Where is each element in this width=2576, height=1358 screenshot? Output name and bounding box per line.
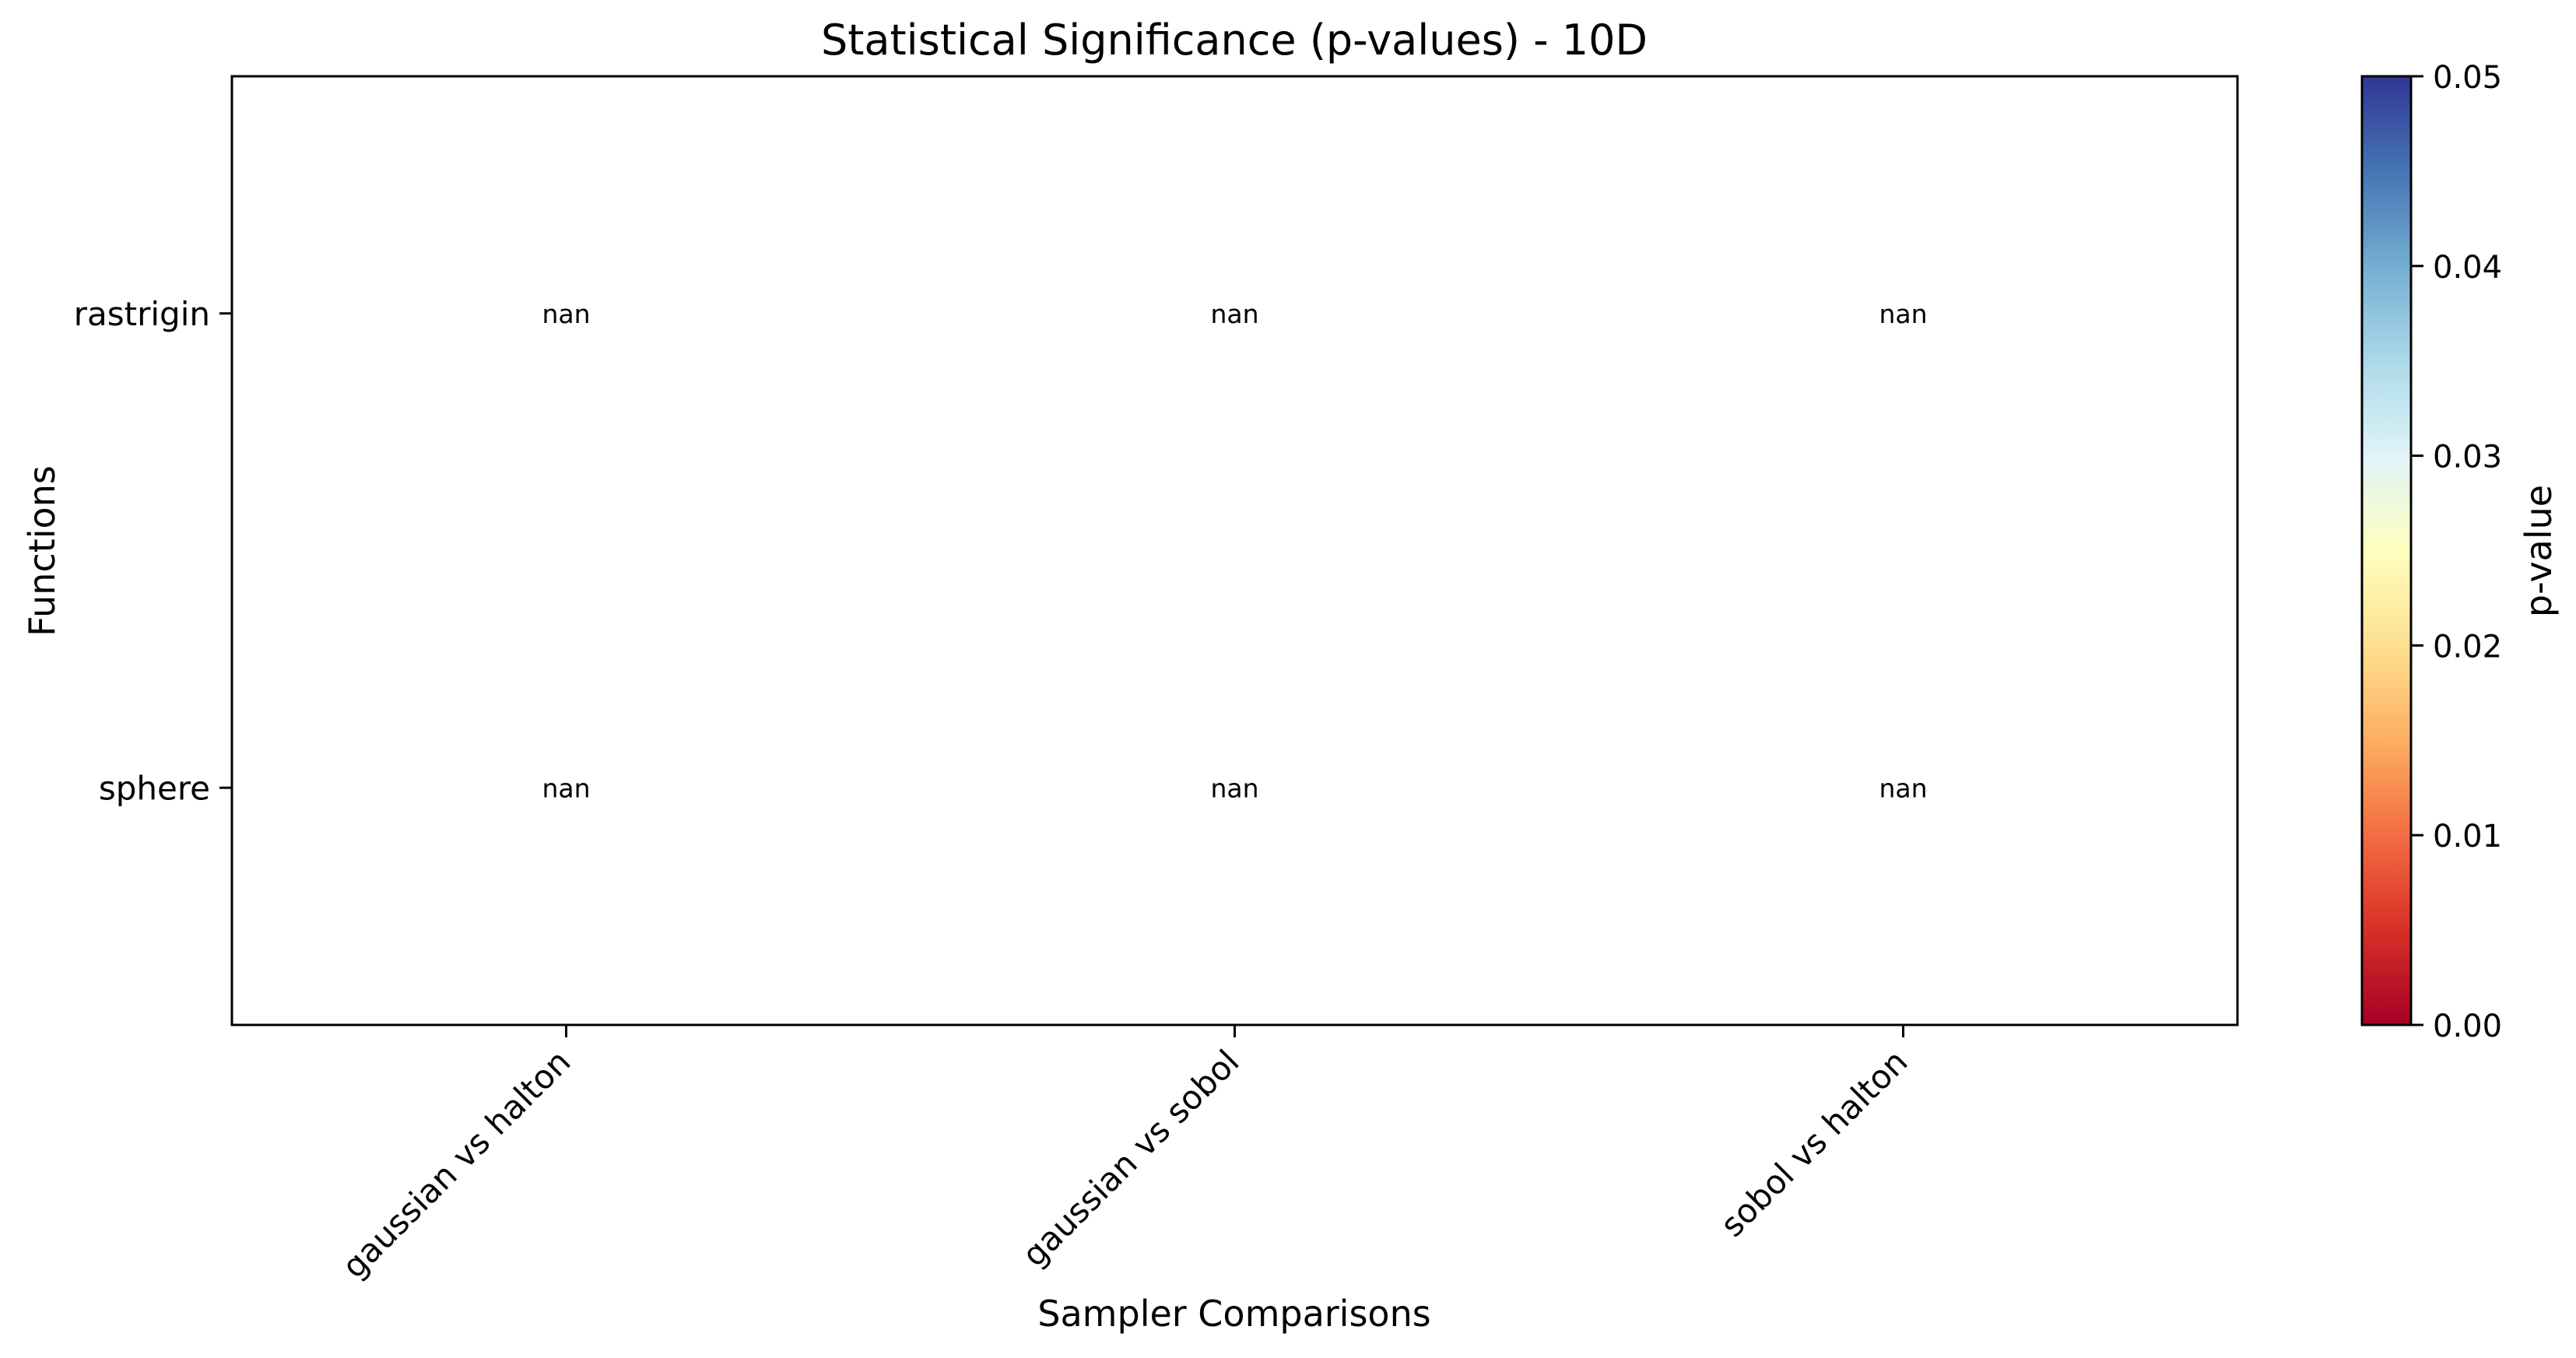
- cell-value-label: nan: [1210, 299, 1258, 329]
- colorbar-tick-label: 0.03: [2433, 440, 2502, 475]
- colorbar-tick-label: 0.01: [2433, 819, 2502, 854]
- colorbar-label: p-value: [2518, 485, 2560, 617]
- x-tick-label: gaussian vs sobol: [1015, 1042, 1247, 1274]
- y-tick-label: rastrigin: [74, 295, 210, 333]
- plot-background: [232, 76, 2237, 1025]
- y-axis-label: Functions: [21, 465, 63, 637]
- cell-value-label: nan: [542, 773, 590, 803]
- chart-title: Statistical Significance (p-values) - 10…: [821, 16, 1648, 65]
- x-tick-label: gaussian vs halton: [335, 1042, 578, 1286]
- cell-value-label: nan: [1879, 773, 1927, 803]
- colorbar-tick-label: 0.04: [2433, 250, 2502, 286]
- colorbar-tick-label: 0.02: [2433, 629, 2502, 665]
- cell-value-label: nan: [1210, 773, 1258, 803]
- cell-value-label: nan: [542, 299, 590, 329]
- y-tick-label: sphere: [99, 769, 210, 807]
- plot-area: nan nan nan nan nan nan: [230, 75, 2239, 1026]
- y-axis-ticks: rastrigin sphere: [74, 295, 232, 807]
- x-axis-ticks: gaussian vs halton gaussian vs sobol sobol…: [335, 1025, 1915, 1286]
- colorbar-tick-label: 0.00: [2433, 1009, 2502, 1044]
- cell-value-label: nan: [1879, 299, 1927, 329]
- x-axis-label: Sampler Comparisons: [1037, 1293, 1430, 1335]
- colorbar: 0.00 0.01 0.02 0.03 0.04 0.05 p-value: [2360, 60, 2560, 1044]
- colorbar-tick-label: 0.05: [2433, 60, 2502, 96]
- colorbar-frame: [2360, 75, 2413, 1026]
- colorbar-gradient: [2362, 76, 2411, 1025]
- x-tick-label: sobol vs halton: [1713, 1042, 1914, 1244]
